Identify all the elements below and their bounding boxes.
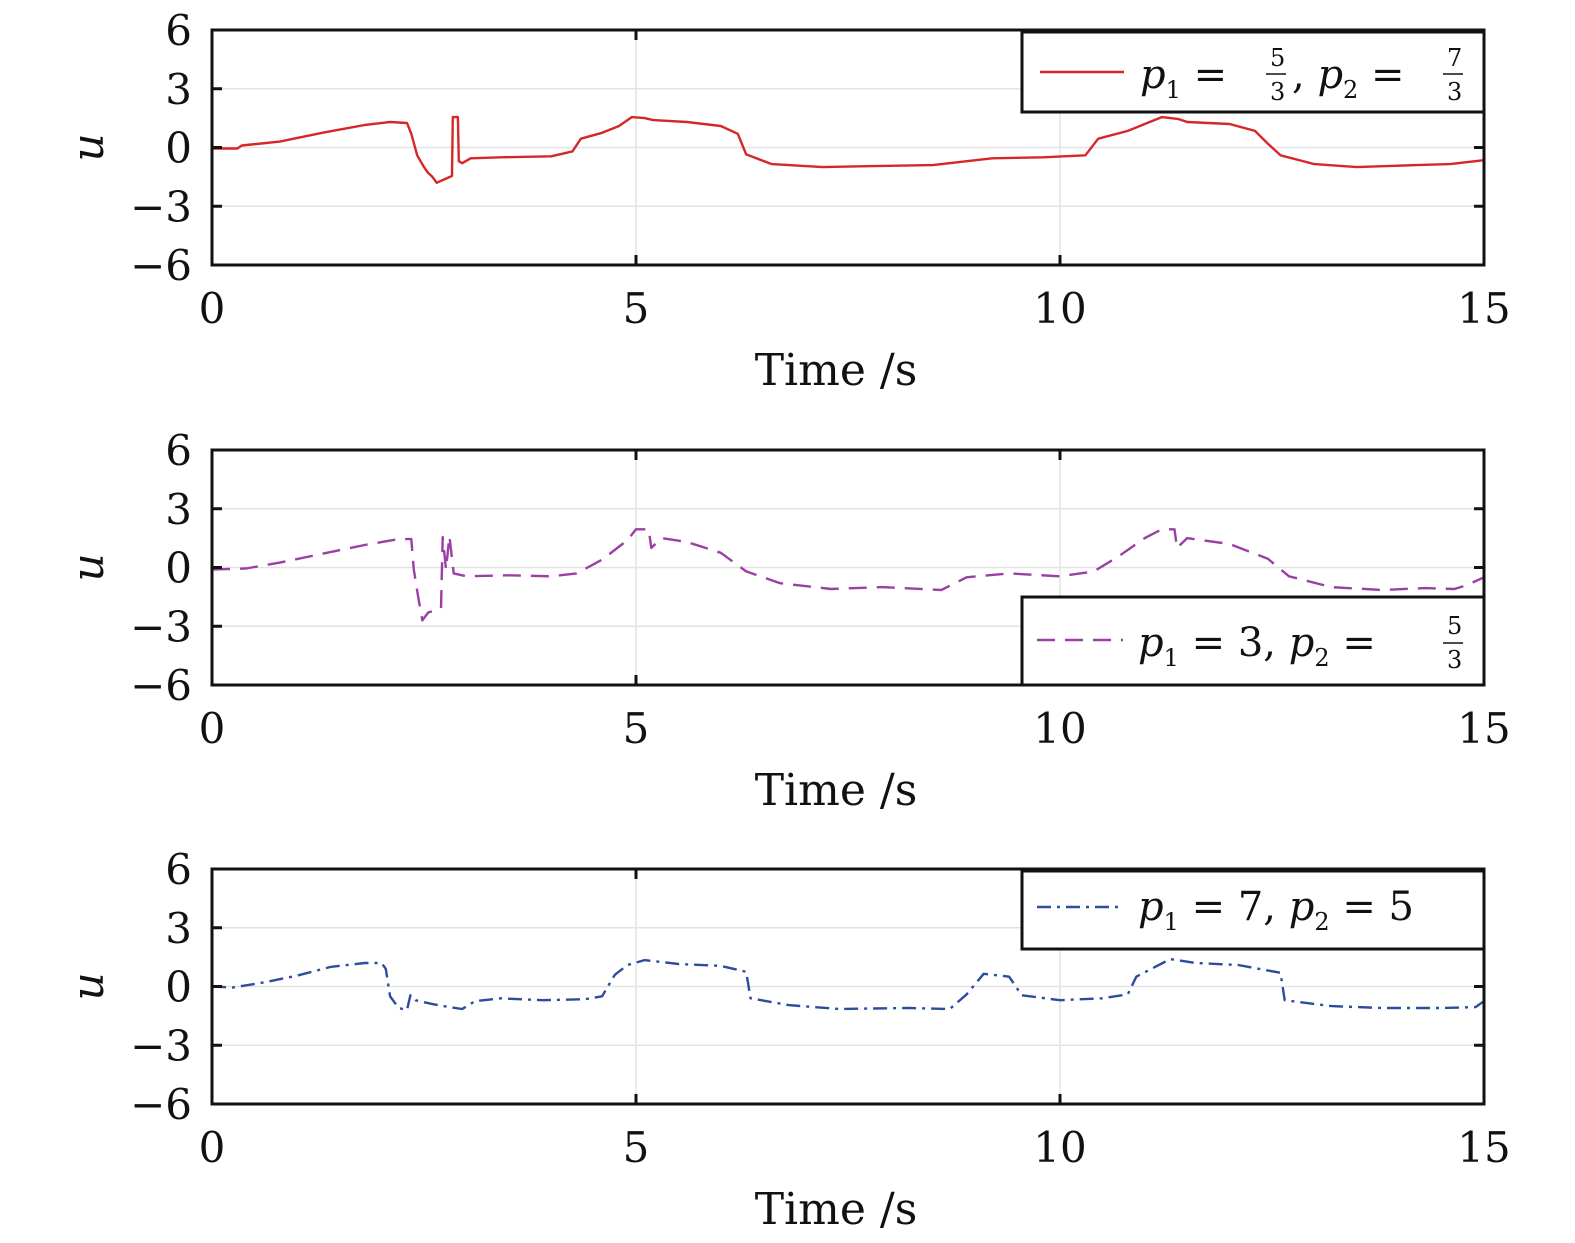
y-tick-label: −6 xyxy=(130,1080,192,1129)
x-tick-label: 5 xyxy=(623,1123,650,1172)
y-tick-label: 6 xyxy=(165,845,192,894)
y-tick-label: 0 xyxy=(165,124,192,173)
x-tick-label: 15 xyxy=(1457,284,1510,333)
y-tick-label: −3 xyxy=(130,602,192,651)
x-tick-label: 10 xyxy=(1033,704,1086,753)
chart-panel-2: 0 5 10 15 6 3 0 −3 −6 Time /s u xyxy=(63,426,1511,816)
legend-text-1: p1 = 5 3 , p2 = 7 3 xyxy=(1140,30,1475,110)
y-tick-label: 0 xyxy=(165,963,192,1012)
x-tick-label: 0 xyxy=(199,284,226,333)
x-axis-label: Time /s xyxy=(755,1184,918,1235)
y-tick-label: 0 xyxy=(165,544,192,593)
series-line-1-1 xyxy=(212,115,1485,184)
x-tick-label: 15 xyxy=(1457,1123,1510,1172)
series-line-2-1 xyxy=(211,528,1485,622)
y-tick-label: −3 xyxy=(130,182,192,231)
x-tick-label: 10 xyxy=(1033,284,1086,333)
y-tick-label: 3 xyxy=(165,904,192,953)
y-tick-label: 3 xyxy=(165,65,192,114)
y-tick-label: −6 xyxy=(130,241,192,290)
legend-panel-1: p1 = 5 3 , p2 = 7 3 xyxy=(1020,30,1486,114)
y-axis-label: u xyxy=(63,972,114,1000)
x-tick-label: 0 xyxy=(199,704,226,753)
y-tick-label: 3 xyxy=(165,485,192,534)
x-axis-label: Time /s xyxy=(755,345,918,396)
y-axis-label: u xyxy=(63,553,114,581)
legend-panel-2: p1 = 3, p2 = 5 3 xyxy=(1020,595,1486,687)
x-tick-label: 10 xyxy=(1033,1123,1086,1172)
legend-text-3: p1 = 7, p2 = 5 xyxy=(1138,884,1414,936)
x-tick-label: 0 xyxy=(199,1123,226,1172)
y-tick-label: −6 xyxy=(130,661,192,710)
x-tick-label: 5 xyxy=(623,704,650,753)
legend-panel-3: p1 = 7, p2 = 5 xyxy=(1020,869,1486,951)
y-tick-label: 6 xyxy=(165,6,192,55)
y-tick-label: −3 xyxy=(130,1021,192,1070)
y-tick-label: 6 xyxy=(165,426,192,475)
x-tick-label: 5 xyxy=(623,284,650,333)
chart-panel-1: 0 5 10 15 6 3 0 −3 −6 Time /s u xyxy=(63,6,1511,396)
x-tick-label: 15 xyxy=(1457,704,1510,753)
legend-text-2: p1 = 3, p2 = 5 3 xyxy=(1138,598,1475,674)
x-axis-label: Time /s xyxy=(755,765,918,816)
series-line-3-1 xyxy=(211,957,1485,1012)
y-axis-label: u xyxy=(63,133,114,161)
